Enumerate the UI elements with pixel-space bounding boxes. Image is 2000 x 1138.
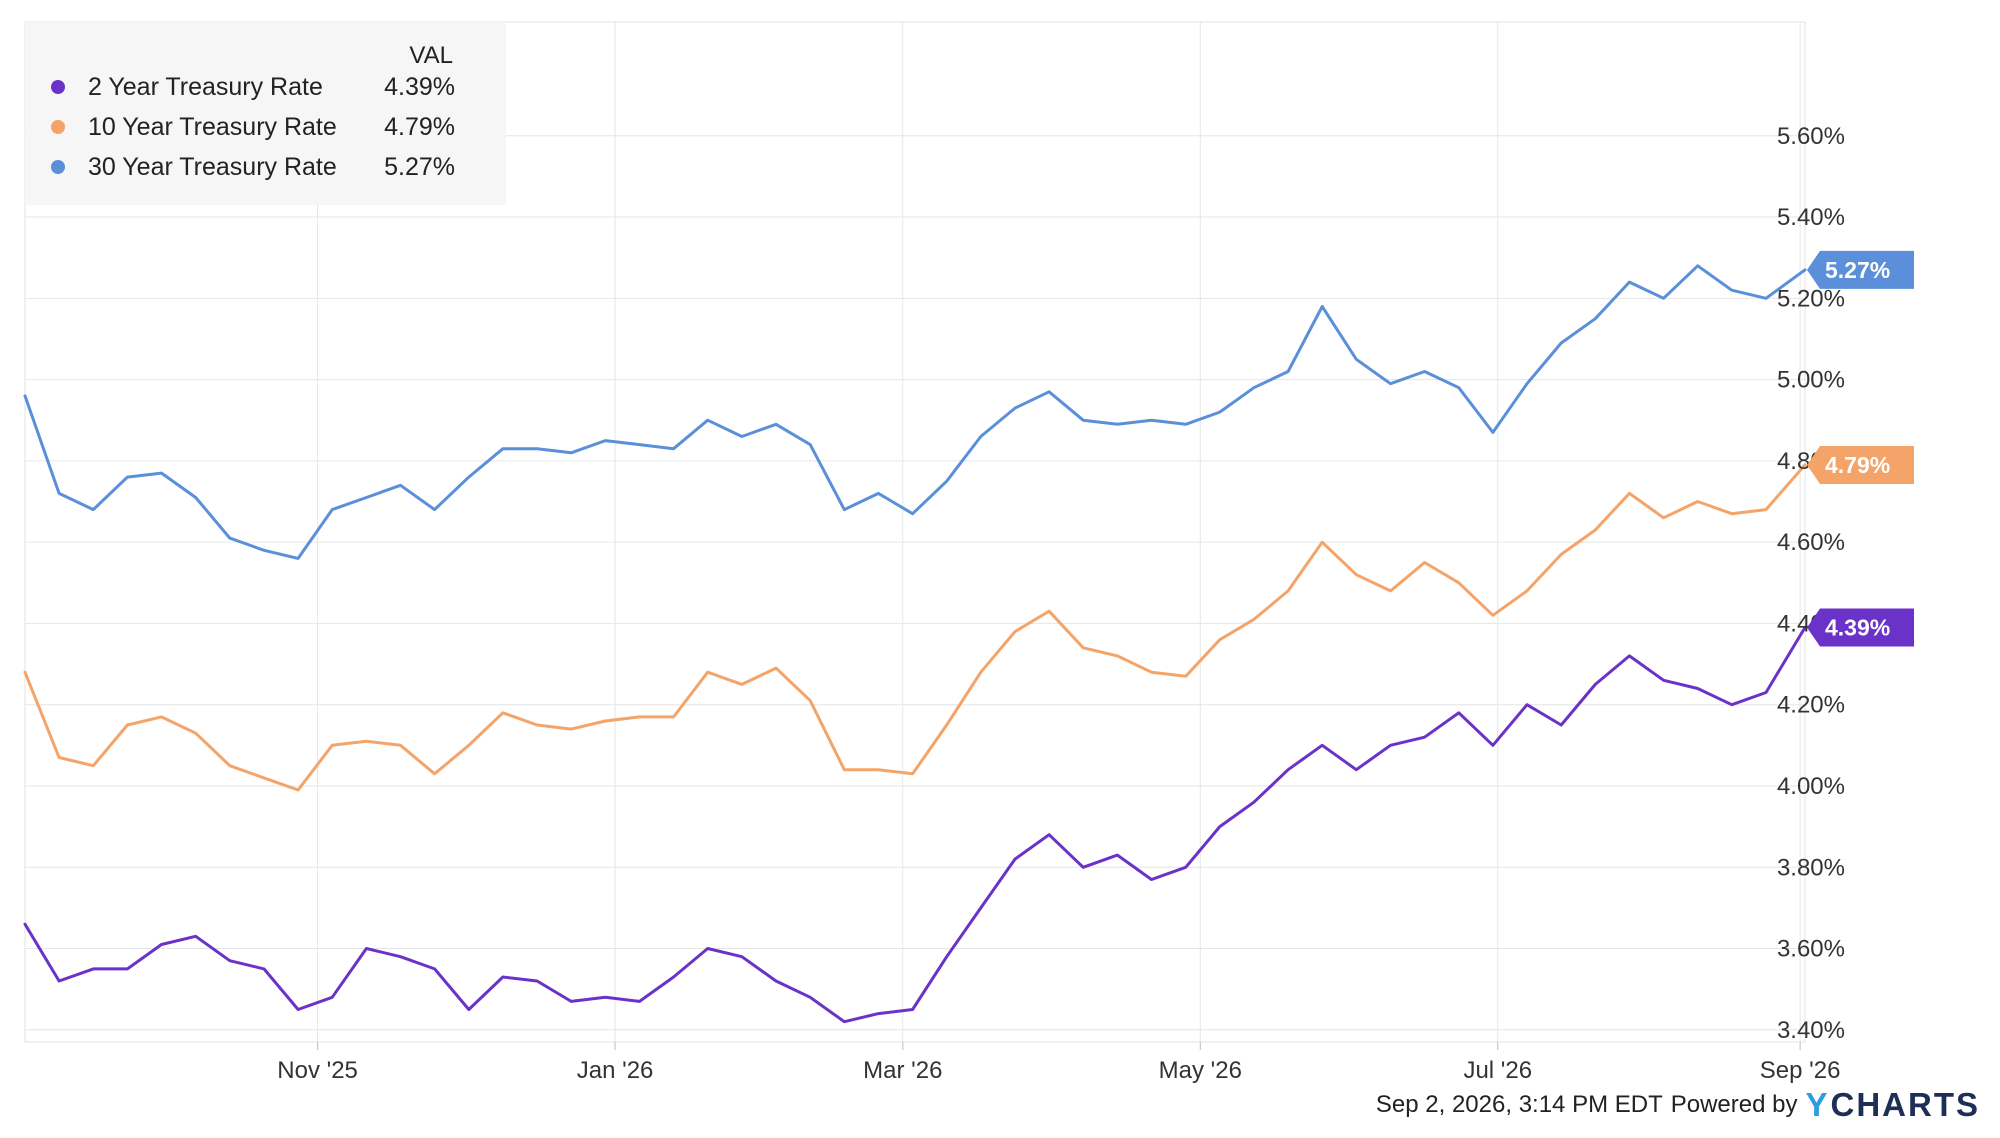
- y-tick-label: 5.40%: [1777, 204, 1845, 231]
- series-line-3: [23, 264, 1807, 560]
- legend-box: [25, 22, 506, 205]
- ycharts-logo-text: CHARTS: [1830, 1086, 1980, 1123]
- value-badge-shape: [1807, 250, 1914, 289]
- ycharts-logo[interactable]: Y CHARTS: [1805, 1086, 1980, 1124]
- powered-by-text: Powered by: [1670, 1091, 1798, 1118]
- y-tick-label: 5.60%: [1777, 123, 1845, 150]
- value-badge-1: 4.39%: [1807, 608, 1914, 647]
- x-tick-label: Jul '26: [1463, 1057, 1532, 1084]
- legend-series-name[interactable]: 2 Year Treasury Rate: [88, 73, 323, 101]
- legend-series-name[interactable]: 30 Year Treasury Rate: [88, 153, 337, 181]
- value-badge-text: 5.27%: [1825, 257, 1890, 283]
- series-line-2: [23, 463, 1807, 792]
- axis-labels: 3.40%3.60%3.80%4.00%4.20%4.40%4.60%4.80%…: [277, 123, 1845, 1084]
- chart-footer: Sep 2, 2026, 3:14 PM EDT Powered by Y CH…: [1376, 1085, 1980, 1125]
- series-line-1: [23, 626, 1807, 1024]
- value-badge-text: 4.79%: [1825, 452, 1890, 478]
- y-tick-label: 3.60%: [1777, 936, 1845, 963]
- y-tick-label: 5.00%: [1777, 367, 1845, 394]
- legend-series-value: 4.39%: [384, 73, 455, 101]
- legend-series-value: 5.27%: [384, 153, 455, 181]
- x-tick-label: Sep '26: [1760, 1057, 1841, 1084]
- x-tick-label: Nov '25: [277, 1057, 358, 1084]
- value-badge-text: 4.39%: [1825, 614, 1890, 640]
- legend-marker-1: [51, 80, 65, 94]
- y-tick-label: 4.60%: [1777, 529, 1845, 556]
- legend-series-value: 4.79%: [384, 113, 455, 141]
- y-tick-label: 5.20%: [1777, 285, 1845, 312]
- last-value-badges: 4.39% 4.79% 5.27%: [1807, 250, 1914, 647]
- y-tick-label: 3.80%: [1777, 854, 1845, 881]
- legend-marker-3: [51, 160, 65, 174]
- y-tick-label: 3.40%: [1777, 1017, 1845, 1044]
- x-tick-label: Mar '26: [863, 1057, 942, 1084]
- series-lines: [23, 264, 1807, 1024]
- timestamp-text: Sep 2, 2026, 3:14 PM EDT: [1375, 1091, 1663, 1118]
- legend-marker-2: [51, 120, 65, 134]
- legend-header: VAL: [409, 42, 453, 69]
- y-tick-label: 4.20%: [1777, 692, 1845, 719]
- plot-frame: [24, 21, 1806, 1043]
- legend: VAL 2 Year Treasury Rate 4.39% 10 Year Trea…: [25, 22, 506, 205]
- value-badge-3: 5.27%: [1807, 250, 1914, 289]
- value-badge-2: 4.79%: [1807, 445, 1914, 484]
- ycharts-logo-y: Y: [1805, 1086, 1830, 1123]
- x-tick-label: Jan '26: [577, 1057, 654, 1084]
- value-badge-shape: [1807, 608, 1914, 647]
- legend-series-name[interactable]: 10 Year Treasury Rate: [88, 113, 337, 141]
- x-tick-label: May '26: [1159, 1057, 1242, 1084]
- value-badge-shape: [1807, 445, 1914, 484]
- y-tick-label: 4.00%: [1777, 773, 1845, 800]
